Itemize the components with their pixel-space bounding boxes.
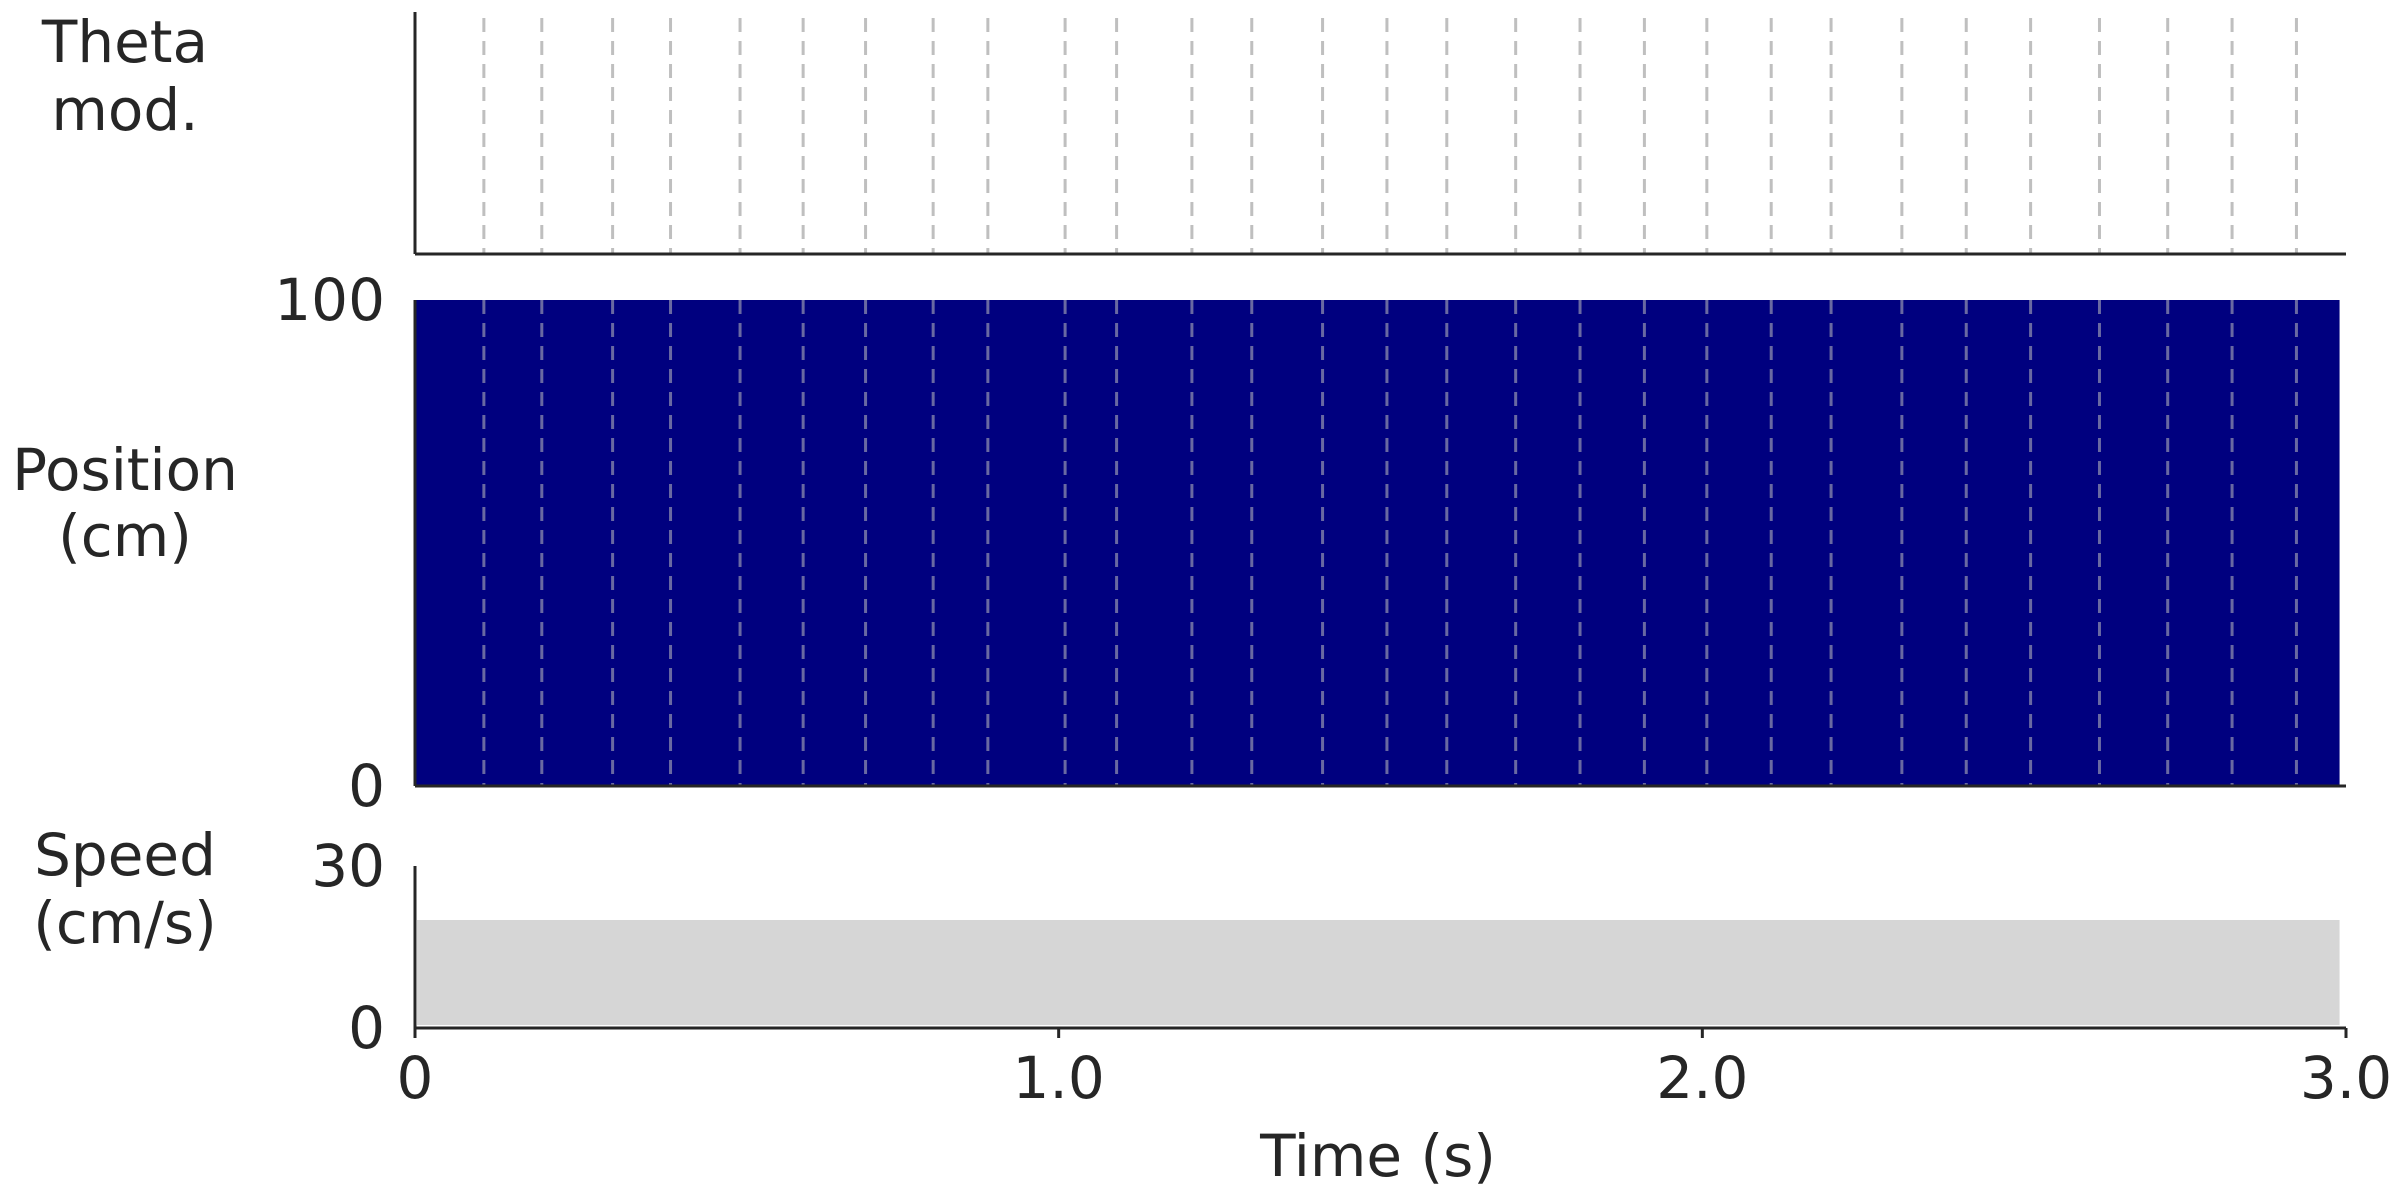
theta-panel: Theta mod. [41, 8, 2346, 256]
position-ytick-label: 100 [274, 266, 385, 334]
theta-cycle-lines [482, 18, 2298, 254]
position-yticks: 0 100 [274, 266, 385, 820]
speed-ytick-label: 0 [348, 994, 385, 1062]
speed-yticks: 0 30 [311, 832, 385, 1062]
speed-ylabel-line2: (cm/s) [33, 889, 216, 957]
x-tick-label: 3.0 [2300, 1044, 2392, 1112]
position-ylabel-line1: Position [12, 436, 238, 504]
theta-ylabel-line2: mod. [51, 76, 198, 144]
speed-xticks: 0 1.0 2.0 3.0 [397, 1028, 2392, 1112]
theta-ylabel-line1: Theta [41, 8, 208, 76]
x-axis-label: Time (s) [1259, 1122, 1496, 1190]
x-tick-label: 0 [397, 1044, 434, 1112]
position-ylabel-line2: (cm) [58, 502, 192, 570]
x-tick-label: 1.0 [1013, 1044, 1105, 1112]
position-theta-lines [482, 300, 2298, 786]
speed-area [417, 920, 2340, 1025]
speed-ylabel-line1: Speed [34, 821, 216, 889]
x-tick-label: 2.0 [1656, 1044, 1748, 1112]
speed-panel: Speed (cm/s) 0 30 0 1.0 2.0 3.0 Time (s) [33, 821, 2392, 1190]
speed-ytick-label: 30 [311, 832, 385, 900]
position-panel: Position (cm) 0 100 [12, 266, 2346, 820]
position-area [415, 300, 2340, 786]
position-ytick-label: 0 [348, 752, 385, 820]
